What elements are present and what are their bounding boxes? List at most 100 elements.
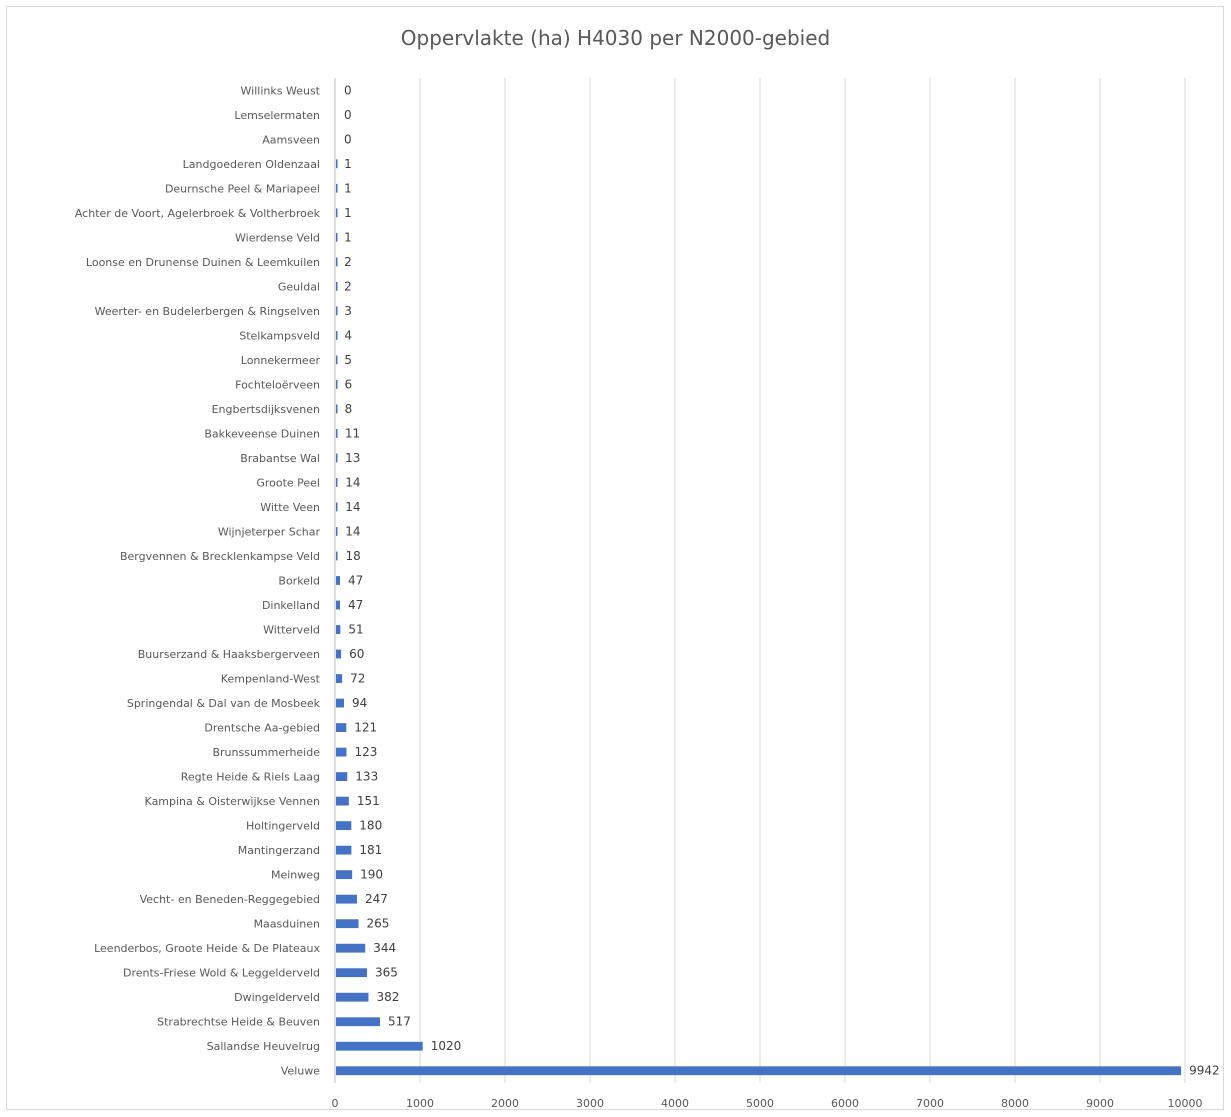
category-label: Brunssummerheide [212, 746, 320, 759]
data-label: 14 [345, 524, 360, 538]
bar [336, 674, 343, 683]
bar [336, 821, 352, 831]
category-label: Maasduinen [254, 918, 320, 931]
bar [336, 330, 338, 340]
data-label: 9942 [1189, 1064, 1220, 1078]
category-label: Strabrechtse Heide & Beuven [157, 1016, 320, 1029]
bar [336, 306, 338, 316]
data-label: 1 [344, 230, 352, 244]
data-label: 151 [357, 794, 380, 808]
bar [336, 698, 344, 708]
bar [336, 870, 353, 880]
data-label: 4 [344, 328, 352, 342]
bar [336, 576, 340, 585]
category-label: Meinweg [271, 869, 320, 882]
data-label: 190 [360, 868, 383, 882]
data-label: 180 [359, 819, 382, 833]
x-tick-label: 9000 [1086, 1097, 1114, 1110]
data-label: 60 [349, 647, 364, 661]
bar [336, 600, 340, 610]
data-label: 121 [354, 721, 377, 735]
x-tick-label: 3000 [576, 1097, 604, 1110]
data-label: 265 [367, 917, 390, 931]
data-label: 344 [373, 941, 396, 955]
data-label: 1 [344, 157, 352, 171]
bar [336, 208, 338, 218]
data-label: 1 [344, 206, 352, 220]
category-label: Witterveld [263, 624, 320, 637]
data-label: 517 [388, 1015, 411, 1029]
bar [336, 355, 338, 365]
bar [336, 1066, 1182, 1076]
bar [336, 1017, 380, 1027]
category-label: Brabantse Wal [240, 452, 320, 465]
data-label: 382 [376, 990, 399, 1004]
category-label: Drents-Friese Wold & Leggelderveld [123, 967, 320, 980]
bar [336, 257, 338, 267]
bar [336, 894, 357, 904]
category-label: Bergvennen & Brecklenkampse Veld [120, 550, 320, 563]
category-label: Geuldal [278, 280, 320, 293]
x-tick-label: 6000 [831, 1097, 859, 1110]
x-tick-label: 7000 [916, 1097, 944, 1110]
bar [336, 943, 366, 953]
chart-title: Oppervlakte (ha) H4030 per N2000-gebied [400, 26, 831, 50]
data-label: 11 [345, 426, 360, 440]
data-label: 14 [345, 500, 360, 514]
category-label: Wijnjeterper Schar [218, 525, 321, 538]
bar [336, 429, 338, 438]
bar [336, 527, 338, 536]
data-label: 2 [344, 279, 352, 293]
category-label: Kempenland-West [221, 673, 321, 686]
data-label: 18 [346, 549, 361, 563]
category-label: Sallandse Heuvelrug [207, 1040, 320, 1053]
bar [336, 478, 338, 487]
x-tick-label: 0 [332, 1097, 339, 1110]
category-label: Weerter- en Budelerbergen & Ringselven [95, 305, 320, 318]
data-label: 47 [348, 598, 363, 612]
bar [336, 453, 338, 463]
category-label: Veluwe [281, 1065, 320, 1078]
bar [336, 281, 338, 291]
data-label: 72 [350, 672, 365, 686]
bar [336, 992, 369, 1002]
data-label: 123 [354, 745, 377, 759]
data-label: 5 [344, 353, 352, 367]
bar [336, 649, 342, 659]
bar [336, 723, 347, 732]
category-label: Witte Veen [260, 501, 320, 514]
bar [336, 232, 338, 242]
data-label: 1 [344, 181, 352, 195]
data-label: 2 [344, 255, 352, 269]
data-label: 0 [344, 132, 352, 146]
data-label: 14 [345, 475, 360, 489]
bar [336, 551, 338, 561]
x-tick-label: 8000 [1001, 1097, 1029, 1110]
category-label: Mantingerzand [238, 844, 320, 857]
data-label: 1020 [431, 1039, 462, 1053]
data-label: 181 [359, 843, 382, 857]
category-label: Fochteloërveen [235, 378, 320, 391]
category-label: Bakkeveense Duinen [204, 427, 320, 440]
category-label: Loonse en Drunense Duinen & Leemkuilen [86, 256, 320, 269]
category-label: Lonnekermeer [241, 354, 321, 367]
data-label: 3 [344, 304, 352, 318]
category-label: Holtingerveld [246, 820, 320, 833]
data-label: 247 [365, 892, 388, 906]
category-label: Wierdense Veld [235, 231, 320, 244]
category-label: Vecht- en Beneden-Reggegebied [140, 893, 320, 906]
data-label: 0 [344, 108, 352, 122]
bar [336, 919, 359, 929]
category-label: Drentsche Aa-gebied [204, 722, 320, 735]
category-label: Achter de Voort, Agelerbroek & Voltherbr… [75, 207, 321, 220]
x-tick-label: 4000 [661, 1097, 689, 1110]
bar [336, 747, 347, 757]
data-label: 51 [348, 623, 363, 637]
data-label: 0 [344, 83, 352, 97]
bar [336, 625, 341, 634]
category-label: Buurserzand & Haaksbergerveen [138, 648, 320, 661]
category-label: Engbertsdijksvenen [212, 403, 320, 416]
data-label: 47 [348, 574, 363, 588]
data-label: 133 [355, 770, 378, 784]
category-label: Deurnsche Peel & Mariapeel [165, 182, 320, 195]
